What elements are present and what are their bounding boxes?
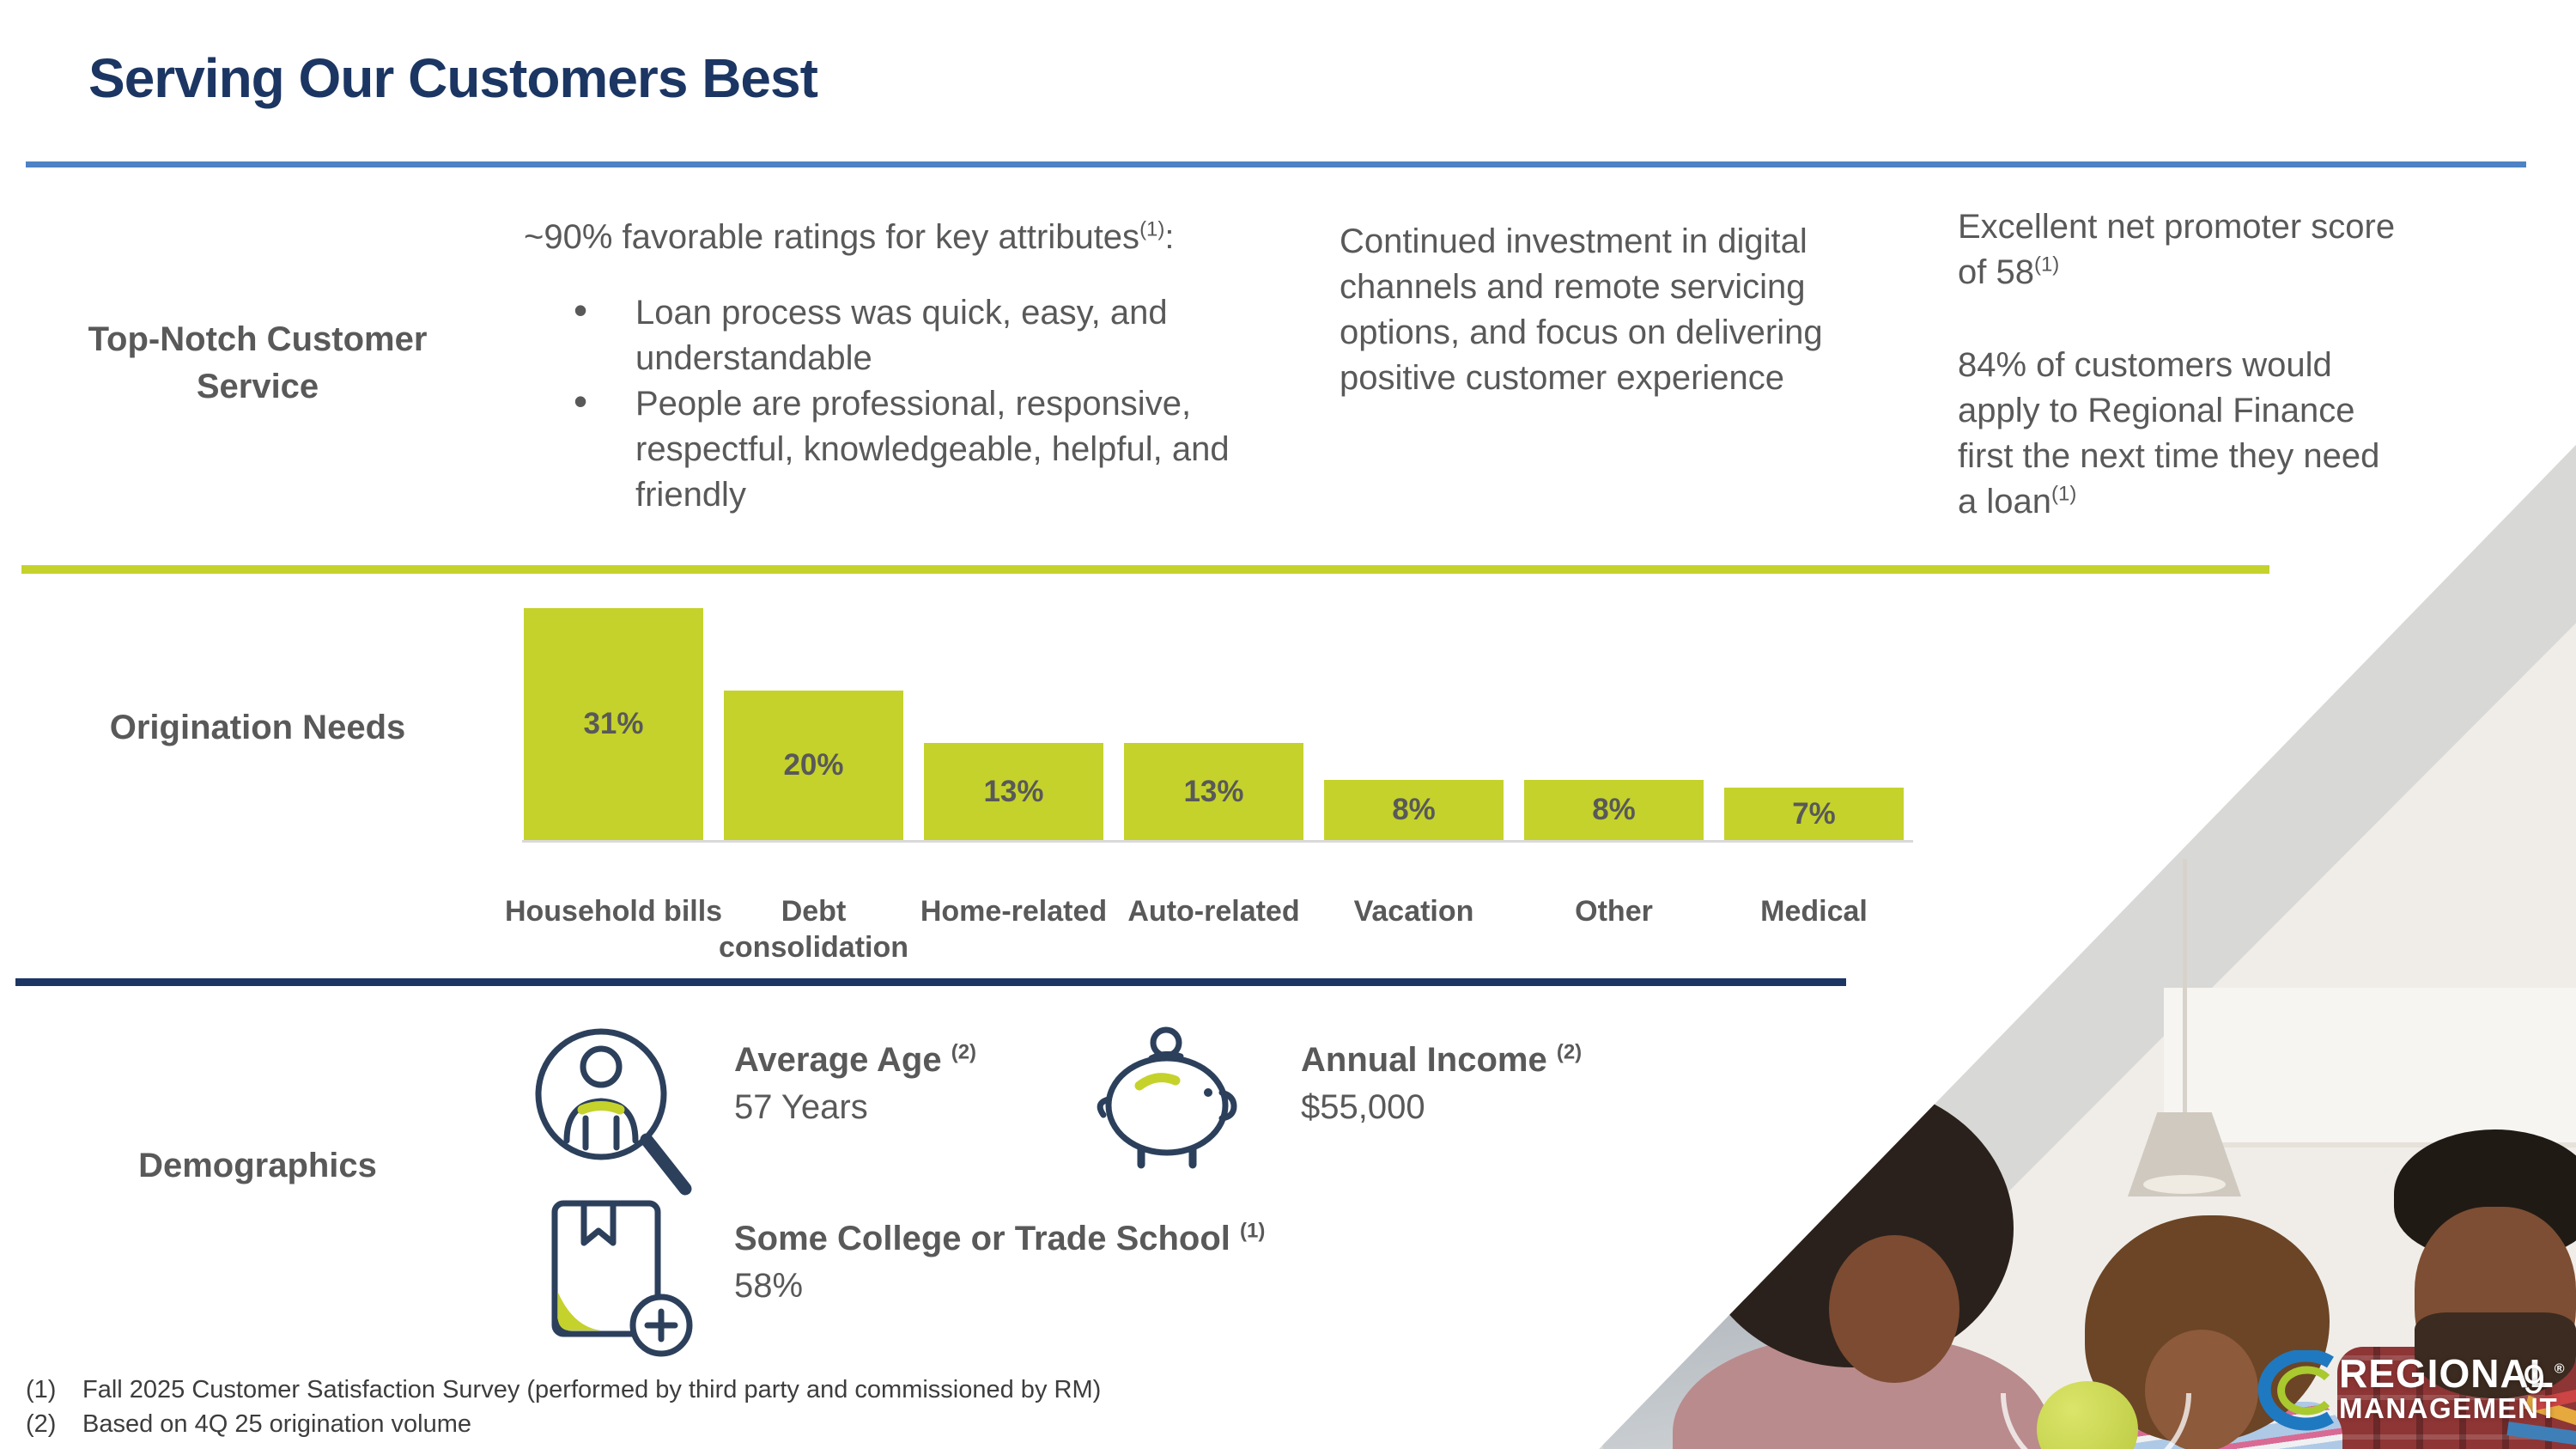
bar-category-label: Auto-related bbox=[1127, 895, 1300, 928]
digital-investment-column: Continued investment in digital channels… bbox=[1340, 219, 1825, 401]
bar-category-label: Medical bbox=[1760, 895, 1868, 928]
section-divider-navy bbox=[15, 978, 1846, 986]
nps-column: Excellent net promoter score of 58(1) 84… bbox=[1958, 204, 2396, 572]
father-beard bbox=[2415, 1312, 2576, 1398]
footnote-marker: (1) bbox=[26, 1376, 57, 1403]
bar-value-label: 31% bbox=[583, 707, 644, 740]
footnote-ref: (1) bbox=[2033, 253, 2060, 277]
bullet-item: People are professional, responsive, res… bbox=[524, 379, 1288, 518]
average-age-stat: Average Age (2) 57 Years bbox=[734, 1041, 976, 1127]
footnote-marker: (2) bbox=[26, 1410, 57, 1438]
bar-value-label: 13% bbox=[983, 774, 1044, 808]
stat-value: 58% bbox=[734, 1267, 804, 1305]
stat-value: $55,000 bbox=[1301, 1088, 1425, 1126]
education-stat: Some College or Trade School (1) 58% bbox=[734, 1220, 1265, 1306]
bullet-item: Loan process was quick, easy, and unders… bbox=[524, 288, 1288, 381]
bar-value-label: 7% bbox=[1792, 796, 1836, 831]
lamp-shade-inner bbox=[2143, 1175, 2226, 1194]
glass-bowl bbox=[2001, 1393, 2191, 1449]
chart-bar: 13% bbox=[924, 743, 1103, 840]
footnote-ref: (1) bbox=[1139, 217, 1165, 241]
chart-bar: 7% bbox=[1724, 788, 1904, 840]
bar-category-label: Vacation bbox=[1353, 895, 1474, 928]
section-label-service: Top-Notch Customer Service bbox=[88, 320, 428, 405]
chart-baseline bbox=[522, 840, 1913, 843]
logo-line1: REGIONAL® bbox=[2339, 1351, 2566, 1396]
mother-face bbox=[1829, 1235, 1959, 1383]
chart-bar: 8% bbox=[1324, 780, 1504, 840]
chart-bar: 13% bbox=[1124, 743, 1303, 840]
title-divider bbox=[26, 161, 2526, 167]
page-title: Serving Our Customers Best bbox=[88, 47, 818, 109]
logo-line2: MANAGEMENT bbox=[2339, 1392, 2559, 1424]
bar-value-label: 13% bbox=[1183, 774, 1244, 808]
person-magnifier-icon bbox=[526, 1019, 697, 1208]
apply-first-text: 84% of customers would apply to Regional… bbox=[1958, 346, 2380, 521]
stat-title: Average Age (2) bbox=[734, 1040, 977, 1079]
chart-bar: 20% bbox=[724, 691, 903, 840]
stat-title: Annual Income (2) bbox=[1301, 1040, 1583, 1079]
nps-text: Excellent net promoter score of 58(1) bbox=[1958, 208, 2396, 291]
footnote-ref: (1) bbox=[2050, 482, 2077, 506]
footnote-ref: (2) bbox=[951, 1040, 977, 1064]
stat-value: 57 Years bbox=[734, 1088, 868, 1126]
bar-value-label: 8% bbox=[1392, 793, 1436, 826]
bar-category-label: Debt consolidation bbox=[719, 895, 908, 964]
book-plus-icon bbox=[531, 1190, 707, 1370]
chart-bar: 31% bbox=[524, 608, 703, 840]
lamp-stem bbox=[2183, 859, 2187, 1117]
footnote-1: (1) Fall 2025 Customer Satisfaction Surve… bbox=[26, 1373, 1101, 1407]
company-logo bbox=[2248, 1349, 2342, 1437]
logo-swoosh-icon bbox=[2257, 1349, 2334, 1431]
kitchen-cabinet bbox=[2164, 988, 2576, 1148]
footnote-text: Based on 4Q 25 origination volume bbox=[82, 1410, 472, 1438]
service-ratings-column: ~90% favorable ratings for key attribute… bbox=[524, 215, 1297, 518]
ratings-heading: ~90% favorable ratings for key attribute… bbox=[524, 217, 1175, 256]
bar-category-label: Home-related bbox=[920, 895, 1108, 928]
digital-investment-text: Continued investment in digital channels… bbox=[1340, 222, 1823, 397]
annual-income-stat: Annual Income (2) $55,000 bbox=[1301, 1041, 1582, 1127]
footnote-2: (2) Based on 4Q 25 origination volume bbox=[26, 1407, 471, 1441]
bar-category-label: Household bills bbox=[504, 895, 723, 928]
footnote-ref: (1) bbox=[1240, 1219, 1266, 1243]
section-divider-green bbox=[21, 565, 2269, 574]
company-logo-text: REGIONAL® MANAGEMENT bbox=[2339, 1354, 2566, 1424]
footnote-ref: (2) bbox=[1556, 1040, 1583, 1064]
footnote-text: Fall 2025 Customer Satisfaction Survey (… bbox=[82, 1376, 1102, 1403]
chart-bar: 8% bbox=[1524, 780, 1704, 840]
page-number: 9 bbox=[2523, 1356, 2546, 1402]
bar-value-label: 20% bbox=[783, 748, 844, 782]
stat-title: Some College or Trade School (1) bbox=[734, 1219, 1266, 1257]
piggy-bank-icon bbox=[1078, 1024, 1267, 1183]
service-bullets: Loan process was quick, easy, and unders… bbox=[524, 288, 1288, 518]
section-label-demographics: Demographics bbox=[138, 1147, 377, 1184]
section-label-origination: Origination Needs bbox=[109, 709, 406, 746]
bar-value-label: 8% bbox=[1592, 793, 1636, 826]
bar-category-label: Other bbox=[1575, 895, 1653, 928]
